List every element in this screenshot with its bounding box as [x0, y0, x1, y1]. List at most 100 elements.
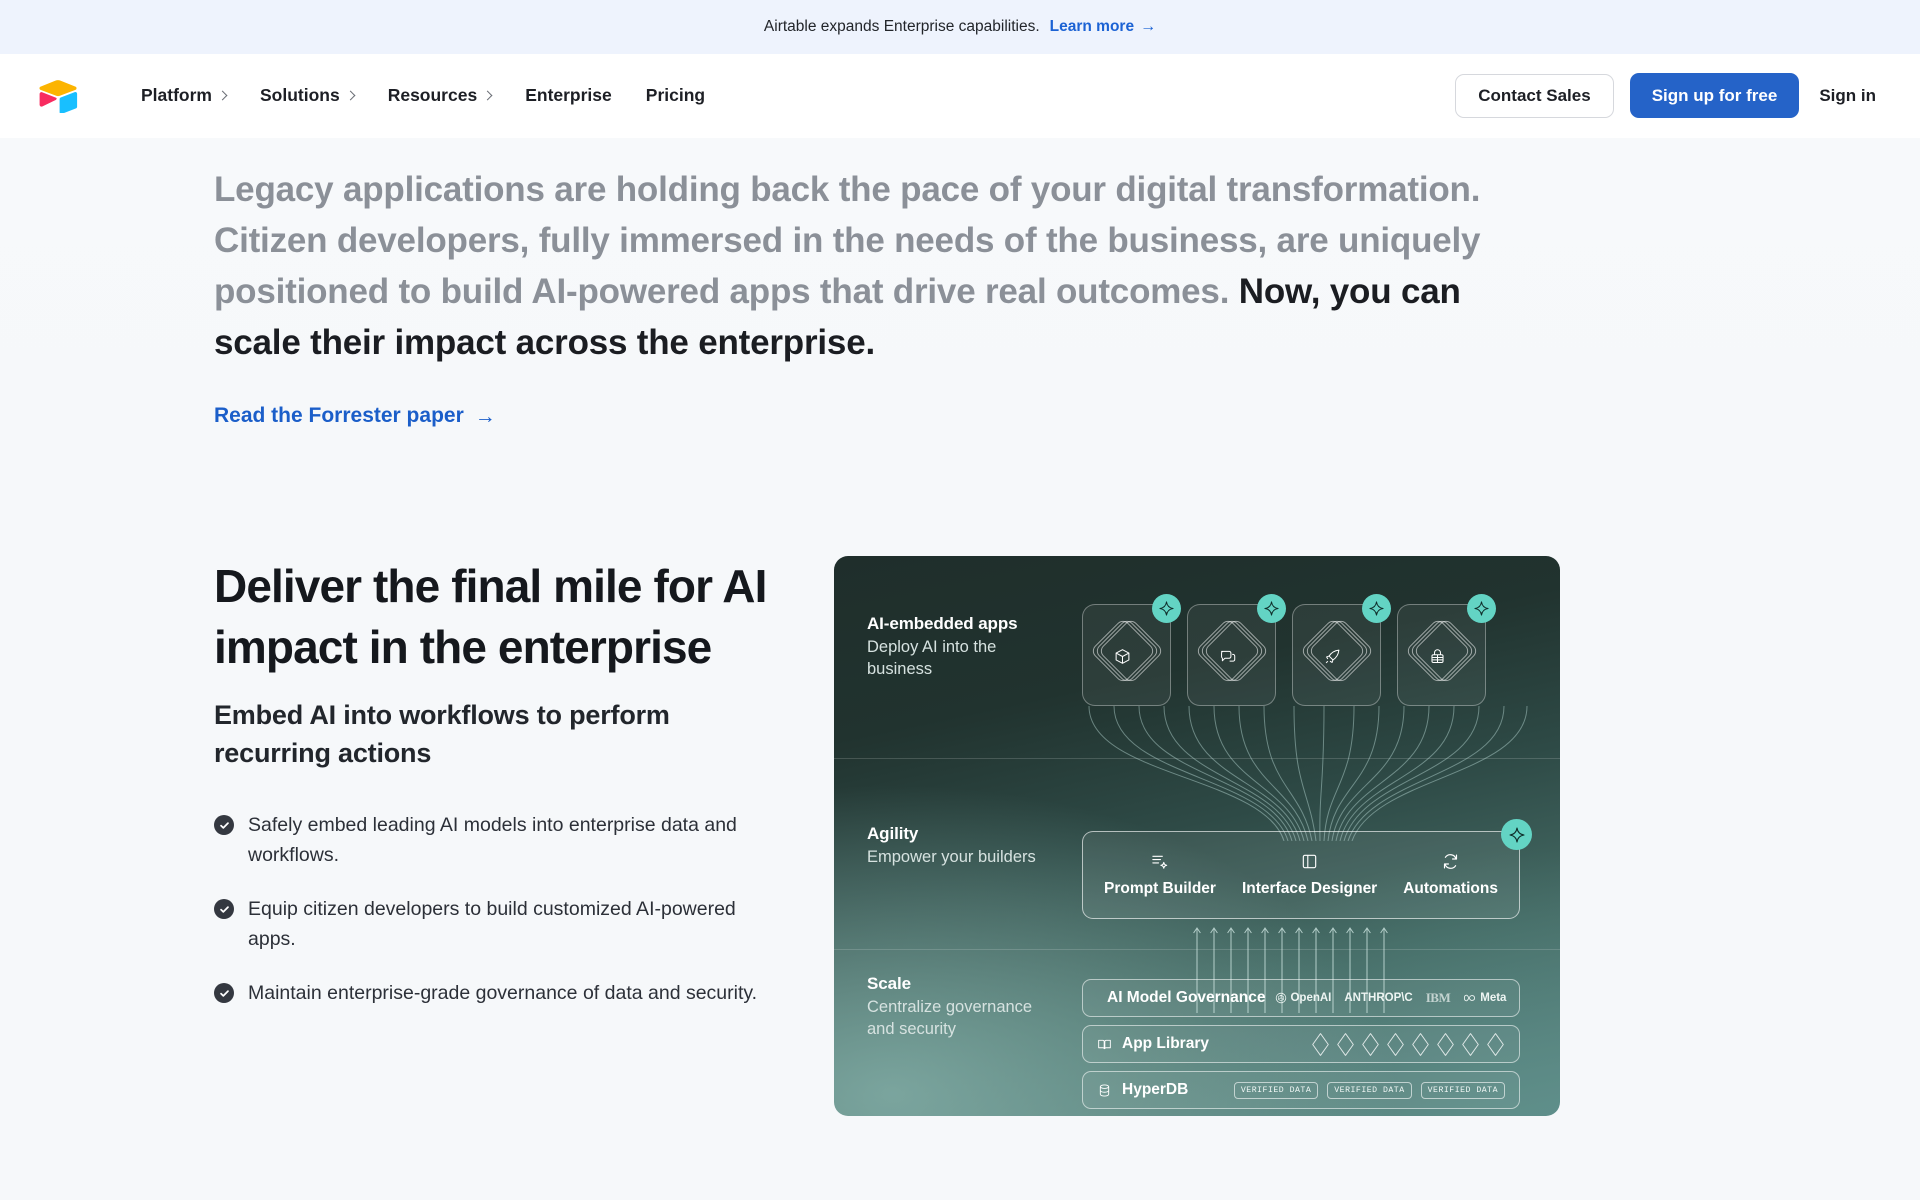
prompt-sparkle-icon [1152, 855, 1168, 869]
app-card-group [1082, 594, 1496, 706]
app-card-cube[interactable] [1082, 594, 1181, 706]
stacked-diamond-shape [1407, 620, 1476, 682]
sparkle-icon [1474, 601, 1489, 616]
sparkle-icon [1369, 601, 1384, 616]
band-subtitle: Empower your builders [867, 848, 1036, 866]
diamond-icon [1387, 1032, 1404, 1056]
scale-row-label: App Library [1122, 1035, 1209, 1052]
contact-sales-button[interactable]: Contact Sales [1455, 73, 1614, 118]
vendor-logo-group: OpenAI ANTHROP\C IBM [1275, 990, 1506, 1006]
airtable-logo[interactable] [38, 79, 78, 114]
app-diamond-group [1311, 1032, 1505, 1057]
intro-statement: Legacy applications are holding back the… [214, 164, 1540, 368]
diamond-icon [1412, 1032, 1429, 1056]
header-actions: Contact Sales Sign up for free Sign in [1455, 73, 1886, 118]
band-subtitle: Deploy AI into the business [867, 638, 997, 678]
band-label-apps: AI-embedded apps Deploy AI into the busi… [867, 614, 1057, 680]
feature-text-column: Deliver the final mile for AI impact in … [214, 556, 814, 1116]
nav-item-solutions[interactable]: Solutions [243, 77, 371, 114]
list-item: Maintain enterprise-grade governance of … [214, 978, 774, 1008]
band-divider [834, 758, 1560, 759]
scale-row-app-library[interactable]: App Library [1082, 1025, 1520, 1063]
site-header: Platform Solutions Resources Enterprise … [0, 54, 1920, 138]
cube-icon [1115, 649, 1130, 664]
chevron-right-icon [345, 90, 356, 100]
sign-up-button[interactable]: Sign up for free [1629, 73, 1800, 118]
diagram-column: AI-embedded apps Deploy AI into the busi… [814, 556, 1920, 1116]
diamond-icon [1462, 1032, 1479, 1056]
verified-data-chip: VERIFIED DATA [1327, 1081, 1412, 1099]
stacked-diamond-shape [1302, 620, 1371, 682]
sparkle-icon [1264, 601, 1279, 616]
scale-row-hyperdb[interactable]: HyperDB VERIFIED DATA VERIFIED DATA VERI… [1082, 1071, 1520, 1109]
check-circle-icon [214, 983, 234, 1003]
tool-label: Prompt Builder [1104, 880, 1216, 897]
forrester-paper-link[interactable]: Read the Forrester paper → [214, 404, 496, 428]
panel-layout-icon [1302, 854, 1317, 869]
announcement-text: Airtable expands Enterprise capabilities… [763, 18, 1040, 35]
feature-heading: Deliver the final mile for AI impact in … [214, 560, 767, 673]
rocket-icon [1325, 649, 1340, 664]
feature-subheading: Embed AI into workflows to perform recur… [214, 700, 670, 768]
check-circle-icon [214, 899, 234, 919]
agility-panel: Prompt Builder Interface Designer [1082, 819, 1532, 919]
app-card-rocket[interactable] [1292, 594, 1391, 706]
diamond-icon [1487, 1032, 1504, 1056]
openai-icon [1276, 992, 1287, 1004]
chevron-right-icon [217, 90, 228, 100]
vendor-name: ANTHROP\C [1344, 992, 1413, 1004]
meta-logo: Meta [1463, 992, 1506, 1004]
scale-row-label: HyperDB [1122, 1081, 1189, 1098]
check-circle-icon [214, 815, 234, 835]
sparkle-icon [1159, 601, 1174, 616]
meta-infinity-icon [1464, 994, 1476, 1002]
tool-prompt-builder[interactable]: Prompt Builder [1104, 852, 1216, 898]
announcement-banner: Airtable expands Enterprise capabilities… [0, 0, 1920, 54]
list-item: Equip citizen developers to build custom… [214, 894, 774, 954]
nav-item-resources[interactable]: Resources [371, 77, 509, 114]
verified-data-chip: VERIFIED DATA [1420, 1081, 1505, 1099]
announcement-learn-more-link[interactable]: Learn more → [1050, 18, 1156, 36]
database-icon [1099, 1083, 1110, 1097]
book-icon [1098, 1039, 1111, 1049]
sparkle-icon [1508, 826, 1525, 843]
band-title: AI-embedded apps [867, 614, 1018, 633]
nav-item-label: Solutions [259, 85, 340, 105]
intro-muted-text: Legacy applications are holding back the… [214, 170, 1481, 311]
flow-lines-apps-to-agility [1088, 706, 1528, 841]
openai-logo: OpenAI [1275, 992, 1331, 1004]
nav-item-label: Platform [141, 85, 212, 105]
bullet-text: Maintain enterprise-grade governance of … [248, 982, 758, 1004]
diamond-icon [1337, 1032, 1354, 1056]
tool-label: Interface Designer [1241, 880, 1378, 897]
forrester-link-label: Read the Forrester paper [214, 404, 464, 427]
page-content: Legacy applications are holding back the… [0, 138, 1920, 1200]
list-item: Safely embed leading AI models into ente… [214, 810, 774, 870]
tool-interface-designer[interactable]: Interface Designer [1242, 852, 1377, 898]
vendor-name: Meta [1480, 992, 1507, 1004]
primary-nav: Platform Solutions Resources Enterprise … [124, 77, 722, 114]
announcement-link-label: Learn more [1049, 18, 1135, 35]
sign-in-link[interactable]: Sign in [1819, 85, 1876, 105]
nav-item-label: Enterprise [525, 85, 612, 105]
lock-icon [1431, 649, 1444, 663]
nav-item-enterprise[interactable]: Enterprise [508, 77, 629, 114]
scale-row-ai-model-governance[interactable]: AI Model Governance OpenAI ANTHROP\C [1082, 979, 1520, 1017]
tool-label: Automations [1403, 880, 1498, 897]
verified-data-chip-group: VERIFIED DATA VERIFIED DATA VERIFIED DAT… [1233, 1081, 1505, 1099]
app-card-lock[interactable] [1397, 594, 1496, 706]
diamond-icon [1362, 1032, 1379, 1056]
app-card-chat[interactable] [1187, 594, 1286, 706]
sparkle-badge [1257, 594, 1286, 623]
nav-item-platform[interactable]: Platform [124, 77, 243, 114]
band-label-scale: Scale Centralize governance and security [867, 974, 1057, 1040]
tool-automations[interactable]: Automations [1403, 852, 1498, 898]
nav-item-label: Resources [387, 85, 478, 105]
scale-row-label: AI Model Governance [1107, 989, 1266, 1006]
feature-section: Deliver the final mile for AI impact in … [0, 428, 1920, 1116]
nav-item-pricing[interactable]: Pricing [629, 77, 722, 114]
verified-data-chip: VERIFIED DATA [1233, 1081, 1319, 1099]
band-subtitle: Centralize governance and security [867, 998, 1033, 1038]
ibm-logo: IBM [1426, 990, 1451, 1006]
anthropic-logo: ANTHROP\C [1344, 992, 1412, 1004]
